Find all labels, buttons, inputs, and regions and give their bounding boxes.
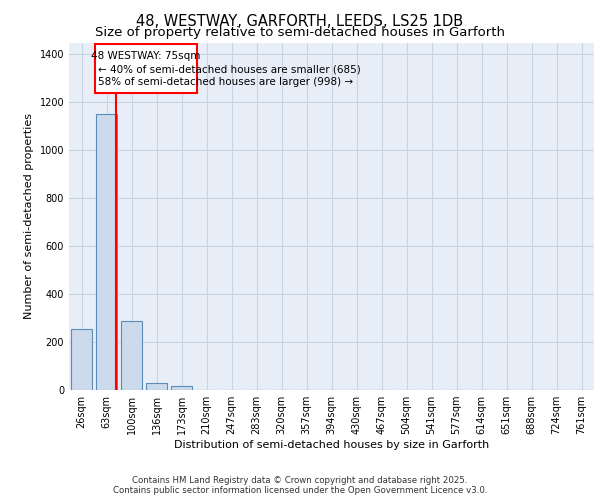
- Text: Contains HM Land Registry data © Crown copyright and database right 2025.
Contai: Contains HM Land Registry data © Crown c…: [113, 476, 487, 495]
- Bar: [121, 320, 142, 390]
- Bar: [71, 329, 92, 390]
- Bar: [96, 114, 117, 390]
- FancyBboxPatch shape: [95, 44, 197, 93]
- Text: 58% of semi-detached houses are larger (998) →: 58% of semi-detached houses are larger (…: [97, 78, 353, 88]
- Text: ← 40% of semi-detached houses are smaller (685): ← 40% of semi-detached houses are smalle…: [97, 64, 360, 74]
- X-axis label: Distribution of semi-detached houses by size in Garforth: Distribution of semi-detached houses by …: [174, 440, 489, 450]
- Bar: [171, 386, 192, 390]
- Bar: [146, 383, 167, 390]
- Text: 48 WESTWAY: 75sqm: 48 WESTWAY: 75sqm: [91, 52, 200, 62]
- Text: 48, WESTWAY, GARFORTH, LEEDS, LS25 1DB: 48, WESTWAY, GARFORTH, LEEDS, LS25 1DB: [136, 14, 464, 29]
- Y-axis label: Number of semi-detached properties: Number of semi-detached properties: [24, 114, 34, 320]
- Text: Size of property relative to semi-detached houses in Garforth: Size of property relative to semi-detach…: [95, 26, 505, 39]
